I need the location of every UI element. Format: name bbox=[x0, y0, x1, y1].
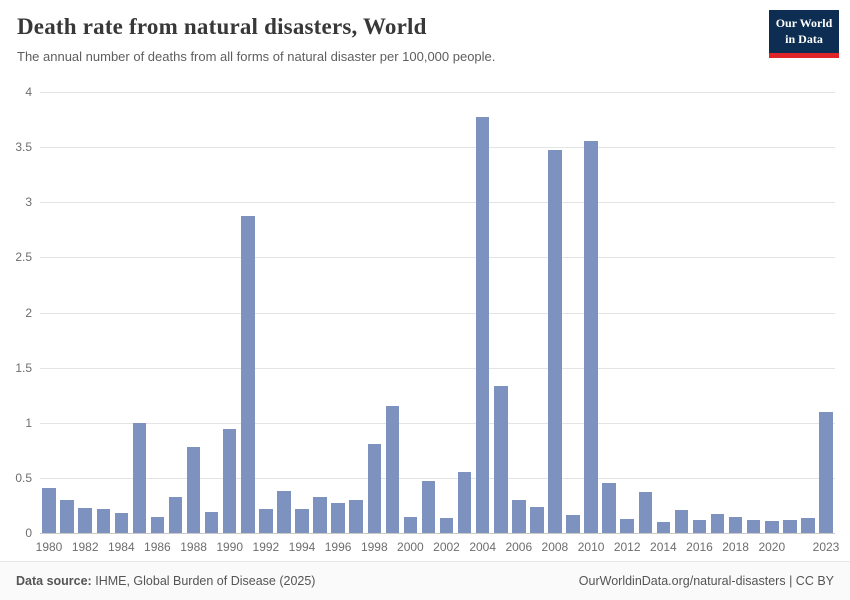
bar-2002[interactable] bbox=[439, 517, 454, 533]
y-axis-tick-label: 2.5 bbox=[15, 250, 32, 265]
bar-2015[interactable] bbox=[674, 509, 689, 533]
bar-1993[interactable] bbox=[277, 491, 291, 533]
gridline bbox=[40, 257, 835, 259]
bar-2014[interactable] bbox=[656, 522, 671, 533]
x-axis-tick-label: 2008 bbox=[541, 540, 569, 554]
gridline bbox=[40, 92, 835, 93]
chart-subtitle: The annual number of deaths from all for… bbox=[17, 49, 496, 64]
bar-1996[interactable] bbox=[331, 503, 345, 533]
x-axis-tick-label: 1998 bbox=[360, 540, 388, 554]
bar-2012[interactable] bbox=[620, 518, 634, 533]
bar-2007[interactable] bbox=[530, 506, 544, 533]
x-axis-tick-label: 1992 bbox=[252, 540, 280, 554]
bar-1990[interactable] bbox=[222, 429, 237, 533]
owid-logo-line1: Our World bbox=[775, 16, 833, 30]
gridline bbox=[40, 422, 835, 424]
bar-2008[interactable] bbox=[548, 150, 562, 533]
bar-2011[interactable] bbox=[602, 483, 616, 533]
bar-1987[interactable] bbox=[168, 496, 183, 533]
bar-2018[interactable] bbox=[728, 516, 743, 533]
y-axis-tick-label: 1.5 bbox=[15, 360, 32, 375]
y-axis-tick-label: 2 bbox=[25, 305, 32, 320]
bar-2013[interactable] bbox=[638, 492, 653, 533]
bar-1991[interactable] bbox=[241, 215, 255, 533]
y-axis-tick-label: 3.5 bbox=[15, 140, 32, 155]
x-axis-line bbox=[40, 533, 835, 534]
bar-1999[interactable] bbox=[385, 406, 400, 533]
x-axis-tick-label: 2006 bbox=[505, 540, 533, 554]
gridline bbox=[40, 312, 835, 314]
bar-2003[interactable] bbox=[457, 472, 472, 533]
x-axis-tick-label: 1984 bbox=[107, 540, 135, 554]
x-axis-tick-label: 2016 bbox=[686, 540, 713, 554]
chart-header: Death rate from natural disasters, World… bbox=[17, 14, 740, 64]
bar-1988[interactable] bbox=[186, 447, 201, 533]
x-axis-tick-label: 2014 bbox=[650, 540, 677, 554]
bar-2009[interactable] bbox=[566, 515, 580, 533]
y-axis-tick-label: 3 bbox=[25, 195, 32, 210]
bar-1992[interactable] bbox=[259, 508, 273, 533]
x-axis-tick-label: 2002 bbox=[433, 540, 460, 554]
x-axis-tick-label: 2018 bbox=[722, 540, 749, 554]
x-axis-tick-label: 1990 bbox=[216, 540, 244, 554]
bar-2017[interactable] bbox=[710, 514, 725, 533]
bar-2004[interactable] bbox=[475, 117, 490, 533]
bar-2023[interactable] bbox=[819, 411, 833, 533]
x-axis-tick-label: 1980 bbox=[35, 540, 63, 554]
x-axis-tick-label: 1988 bbox=[180, 540, 207, 554]
bar-1989[interactable] bbox=[204, 512, 219, 533]
bar-2005[interactable] bbox=[494, 386, 508, 533]
gridline bbox=[40, 477, 835, 479]
data-source-text: IHME, Global Burden of Disease (2025) bbox=[95, 574, 316, 588]
chart-footer: Data source: IHME, Global Burden of Dise… bbox=[0, 561, 850, 600]
bar-2016[interactable] bbox=[692, 519, 707, 533]
x-axis-tick-label: 2020 bbox=[758, 540, 786, 554]
bar-1984[interactable] bbox=[114, 513, 129, 533]
x-axis-tick-label: 2023 bbox=[812, 540, 840, 554]
bar-2022[interactable] bbox=[801, 517, 815, 533]
bar-2001[interactable] bbox=[421, 481, 436, 533]
data-source: Data source: IHME, Global Burden of Dise… bbox=[16, 574, 315, 588]
bar-1995[interactable] bbox=[313, 496, 327, 533]
bar-2021[interactable] bbox=[783, 519, 797, 533]
x-axis-tick-label: 1996 bbox=[324, 540, 352, 554]
bar-1983[interactable] bbox=[96, 508, 111, 533]
bar-2020[interactable] bbox=[765, 520, 779, 533]
x-axis-tick-label: 2000 bbox=[397, 540, 424, 554]
bar-1998[interactable] bbox=[367, 443, 382, 533]
gridline bbox=[40, 202, 835, 204]
credit-link[interactable]: OurWorldinData.org/natural-disasters | C… bbox=[578, 574, 834, 588]
y-axis-tick-label: 0.5 bbox=[15, 470, 32, 485]
x-axis-tick-label: 1986 bbox=[144, 540, 171, 554]
x-axis-tick-label: 1982 bbox=[71, 540, 99, 554]
bar-2010[interactable] bbox=[584, 140, 598, 533]
bar-1997[interactable] bbox=[349, 499, 363, 533]
x-axis-tick-label: 2010 bbox=[577, 540, 605, 554]
bar-1982[interactable] bbox=[78, 507, 92, 533]
bar-1981[interactable] bbox=[60, 499, 74, 533]
bar-2006[interactable] bbox=[512, 499, 526, 533]
y-axis-tick-label: 0 bbox=[25, 526, 32, 540]
chart-title: Death rate from natural disasters, World bbox=[17, 14, 427, 39]
y-axis-tick-label: 4 bbox=[25, 85, 32, 99]
owid-logo-line2: in Data bbox=[785, 31, 823, 46]
bar-1980[interactable] bbox=[42, 487, 56, 533]
bar-1986[interactable] bbox=[150, 516, 165, 533]
gridline bbox=[40, 147, 835, 149]
data-source-label: Data source: bbox=[16, 574, 92, 588]
bar-2019[interactable] bbox=[746, 519, 761, 533]
bar-1994[interactable] bbox=[295, 508, 309, 533]
x-axis-tick-label: 1994 bbox=[288, 540, 316, 554]
y-axis-tick-label: 1 bbox=[25, 415, 32, 430]
x-axis-tick-label: 2004 bbox=[469, 540, 497, 554]
bar-2000[interactable] bbox=[403, 516, 418, 533]
bar-1985[interactable] bbox=[132, 422, 147, 534]
gridline bbox=[40, 367, 835, 369]
owid-logo[interactable]: Our World in Data bbox=[769, 10, 839, 59]
x-axis-tick-label: 2012 bbox=[613, 540, 641, 554]
